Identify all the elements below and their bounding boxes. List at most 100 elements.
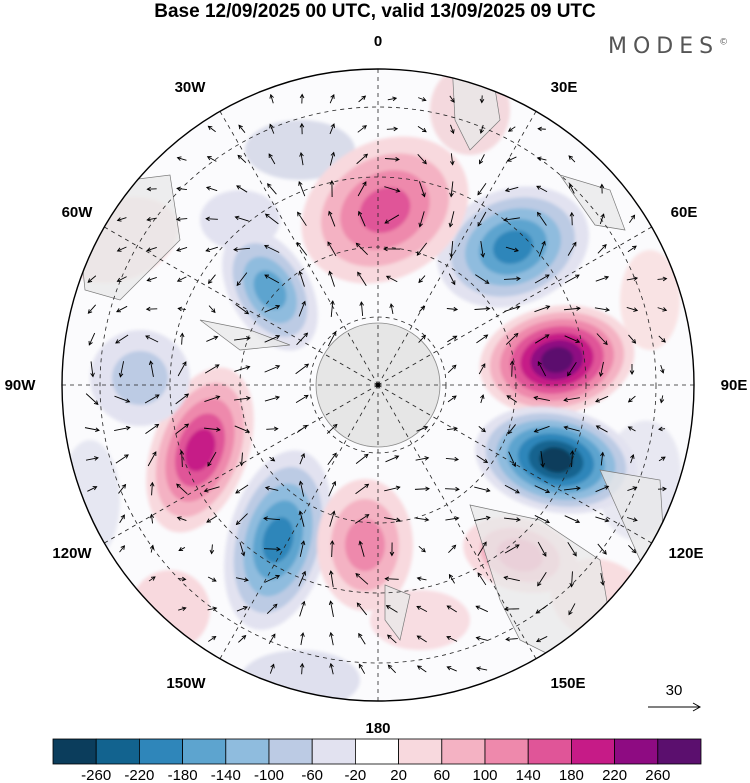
wind-vector [269,456,276,462]
wind-vector [600,572,605,586]
wind-vector [269,123,275,134]
colorbar-swatch [571,738,616,765]
wind-vector [147,451,157,467]
wind-vector [450,124,455,135]
wind-vector [598,361,604,377]
wind-vector [208,636,217,642]
wind-vector [264,335,281,343]
wind-vector [416,605,428,612]
wind-vector [418,334,427,343]
wind-vector [478,363,486,375]
wind-vector [234,215,249,222]
wind-vector [116,305,128,313]
landmass [559,174,626,231]
wind-vector [569,450,575,468]
wind-vector [446,605,457,613]
wind-vector [475,666,488,671]
wind-vector [448,573,455,584]
wind-vector [419,305,426,312]
wind-vector [176,156,187,161]
longitude-label: 60W [62,204,94,221]
wind-vector [474,306,491,312]
wind-vector [357,210,366,227]
wind-vector [626,517,638,522]
wind-vector [415,517,430,522]
wind-vector [386,634,397,644]
wind-vector [176,186,187,192]
wind-vector [357,125,367,133]
wind-vector [204,395,221,402]
wind-vector [628,334,637,344]
wind-vector [327,241,337,257]
colorbar-tick-label: -220 [124,767,154,783]
wind-vector [569,183,575,194]
wind-vector [176,247,188,252]
wind-vector [175,393,190,405]
longitude-label: 150W [166,675,206,692]
wind-vector [145,306,158,312]
wind-vector [569,571,575,588]
wind-vector [118,483,127,494]
wind-vector [628,544,637,554]
wind-vector [149,481,155,496]
wind-vector [177,361,187,377]
wind-vector [264,304,281,313]
wind-vector [535,636,548,643]
brand-text: MODES [608,34,720,59]
wind-vector [116,217,127,222]
wind-vector [569,211,575,226]
wind-vector [205,246,218,253]
wind-vector [116,246,127,252]
wind-vector [238,124,246,133]
wind-vector [480,394,485,404]
wind-vector [534,274,550,284]
background-anomaly-patch [245,120,355,180]
wind-vector [540,451,545,468]
wind-vector [359,301,364,316]
wind-vector [237,154,247,163]
parallel-circle [239,246,517,524]
wind-vector [88,332,96,346]
wind-vector [448,273,456,286]
longitude-label: 120W [52,545,92,562]
wind-vector [266,426,279,432]
wind-vector [564,515,581,524]
chart-title: Base 12/09/2025 00 UTC, valid 13/09/2025… [154,1,596,22]
wind-vector [204,364,220,374]
wind-vector [415,456,430,461]
wind-vector [264,365,281,373]
wind-vector [235,484,249,494]
wind-vector [264,395,280,402]
wind-vector [389,542,395,557]
wind-vector [298,480,305,497]
colorbar-tick-label: 140 [516,767,541,783]
wind-vector [296,332,309,346]
colorbar-swatch [657,738,702,765]
wind-vector [416,665,427,673]
anomaly-contour [539,447,573,473]
wind-vector [178,606,187,612]
wind-vector [233,247,251,252]
wind-vector [537,541,547,557]
wind-vector [85,456,99,461]
wind-vector [503,217,520,222]
wind-vector [239,452,245,467]
wind-vector [235,513,248,526]
wind-vector [504,544,520,554]
wind-vector [384,485,401,492]
colorbar-tick-label: -260 [81,767,111,783]
brand-mark: © [719,37,729,48]
wind-vector [384,186,401,193]
wind-vector [534,305,551,313]
wind-vector [176,276,187,282]
anomaly-east-90E-positive [479,305,635,415]
wind-vector [418,275,426,284]
anomaly-contour [253,270,287,310]
wind-vector [234,396,251,401]
anomaly-west-80W-negative [90,330,190,426]
wind-vector [474,515,491,522]
wind-vector [358,540,365,557]
colorbar-tick-label: -140 [211,767,241,783]
wind-vector [264,213,279,225]
wind-vector [148,360,154,377]
